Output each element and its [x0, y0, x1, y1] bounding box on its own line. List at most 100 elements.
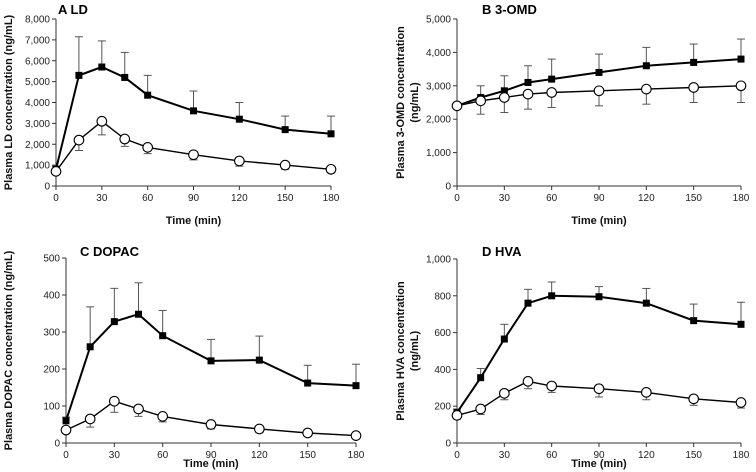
y-tick-label: 4,000	[25, 98, 50, 109]
data-point-square	[235, 115, 243, 123]
data-point-square	[737, 320, 745, 328]
data-point-circle	[498, 92, 510, 103]
data-point-square	[352, 382, 360, 390]
data-point-square	[595, 68, 603, 76]
y-tick-label: 600	[434, 328, 451, 339]
data-point-square	[690, 317, 698, 325]
data-point-circle	[475, 95, 487, 107]
data-point-circle	[522, 376, 534, 387]
data-point-circle	[451, 410, 463, 421]
data-point-circle	[188, 149, 199, 161]
y-tick-label: 7,000	[25, 35, 50, 46]
y-tick-label: 5,000	[25, 77, 50, 88]
data-point-circle	[325, 163, 337, 175]
data-point-square	[327, 130, 335, 138]
data-point-circle	[451, 100, 463, 112]
data-point-square	[690, 58, 698, 66]
data-point-circle	[50, 166, 62, 177]
x-tick-label: 90	[593, 193, 605, 204]
y-tick-label: 400	[43, 291, 60, 302]
data-point-square	[86, 343, 94, 351]
x-tick-label: 180	[733, 193, 750, 204]
data-point-circle	[498, 387, 510, 399]
panel-b: 0 1,000 2,000 3,000 4,000 5,000 0 30 60 90 120 150 1…	[395, 2, 750, 227]
y-tick-label: 0	[44, 182, 50, 193]
data-point-square	[75, 71, 83, 79]
data-point-square	[110, 318, 118, 326]
y-axis-label: Plasma 3-OMD concentration	[395, 26, 407, 179]
data-point-circle	[688, 393, 700, 405]
data-point-square	[500, 335, 508, 343]
y-tick-label: 0	[445, 439, 451, 450]
data-point-square	[135, 310, 142, 318]
y-tick-label: 1,000	[25, 161, 50, 172]
x-tick-label: 120	[638, 193, 655, 204]
data-point-square	[642, 299, 650, 307]
x-tick-label: 60	[142, 193, 154, 204]
x-tick-label: 120	[638, 450, 655, 461]
y-tick-label: 5,000	[426, 15, 451, 26]
data-point-square	[62, 417, 70, 425]
data-point-circle	[84, 413, 96, 425]
data-point-square	[144, 91, 152, 99]
data-point-circle	[593, 85, 605, 97]
data-point-square	[207, 357, 215, 365]
x-tick-label: 60	[546, 193, 558, 204]
data-point-square	[737, 55, 745, 63]
x-tick-label: 150	[277, 193, 294, 204]
y-tick-label: 3,000	[25, 119, 50, 130]
x-tick-label: 120	[231, 193, 248, 204]
data-point-circle	[133, 403, 144, 415]
x-tick-label: 60	[546, 450, 558, 461]
y-tick-label: 0	[54, 439, 60, 450]
y-axis-label: Plasma DOPAC concentration (ng/mL)	[3, 250, 15, 450]
x-tick-label: 120	[251, 450, 268, 461]
x-tick-label: 150	[685, 193, 702, 204]
data-point-circle	[350, 430, 362, 441]
x-tick-label: 150	[299, 450, 316, 461]
data-point-circle	[640, 387, 652, 398]
x-axis-label: Time (min)	[571, 458, 627, 470]
data-point-circle	[96, 115, 108, 127]
x-tick-label: 180	[348, 450, 365, 461]
x-tick-label: 30	[499, 193, 511, 204]
data-point-square	[121, 73, 129, 81]
y-tick-label: 2,000	[426, 115, 451, 126]
data-point-square	[255, 356, 263, 364]
x-tick-label: 0	[53, 193, 59, 204]
y-tick-label: 800	[434, 291, 451, 302]
x-axis-label: Time (min)	[166, 215, 222, 227]
y-tick-label: 6,000	[25, 56, 50, 67]
data-point-circle	[279, 159, 291, 171]
series-line-open-circle	[65, 400, 357, 437]
data-point-square	[190, 107, 197, 115]
data-point-circle	[302, 427, 314, 439]
data-point-square	[595, 293, 603, 301]
panel-c: 0 100 200 300 400 500 0 30 60 90 120 150 180 C DOPAC T…	[3, 244, 365, 470]
x-tick-label: 180	[733, 450, 750, 461]
x-axis-label: Time (min)	[183, 458, 239, 470]
y-tick-label: 8,000	[25, 15, 50, 26]
data-point-circle	[142, 142, 154, 153]
x-tick-label: 30	[109, 450, 121, 461]
data-point-square	[524, 299, 532, 307]
panel-title: B 3-OMD	[482, 2, 537, 17]
data-point-circle	[688, 82, 700, 93]
data-point-circle	[546, 87, 558, 98]
x-tick-label: 90	[205, 450, 217, 461]
x-tick-label: 90	[593, 450, 605, 461]
panel-title: D HVA	[482, 244, 522, 259]
x-tick-label: 90	[188, 193, 200, 204]
y-tick-label: 300	[43, 328, 60, 339]
data-point-circle	[522, 88, 534, 100]
y-tick-label: 0	[445, 182, 451, 193]
y-tick-label: 200	[434, 402, 451, 413]
data-point-circle	[157, 411, 169, 422]
y-axis-label: (ng/mL)	[409, 82, 421, 123]
data-point-square	[548, 75, 556, 83]
data-point-circle	[205, 419, 217, 430]
y-tick-label: 1,000	[426, 255, 451, 266]
x-tick-label: 60	[157, 450, 169, 461]
data-point-circle	[60, 424, 72, 436]
